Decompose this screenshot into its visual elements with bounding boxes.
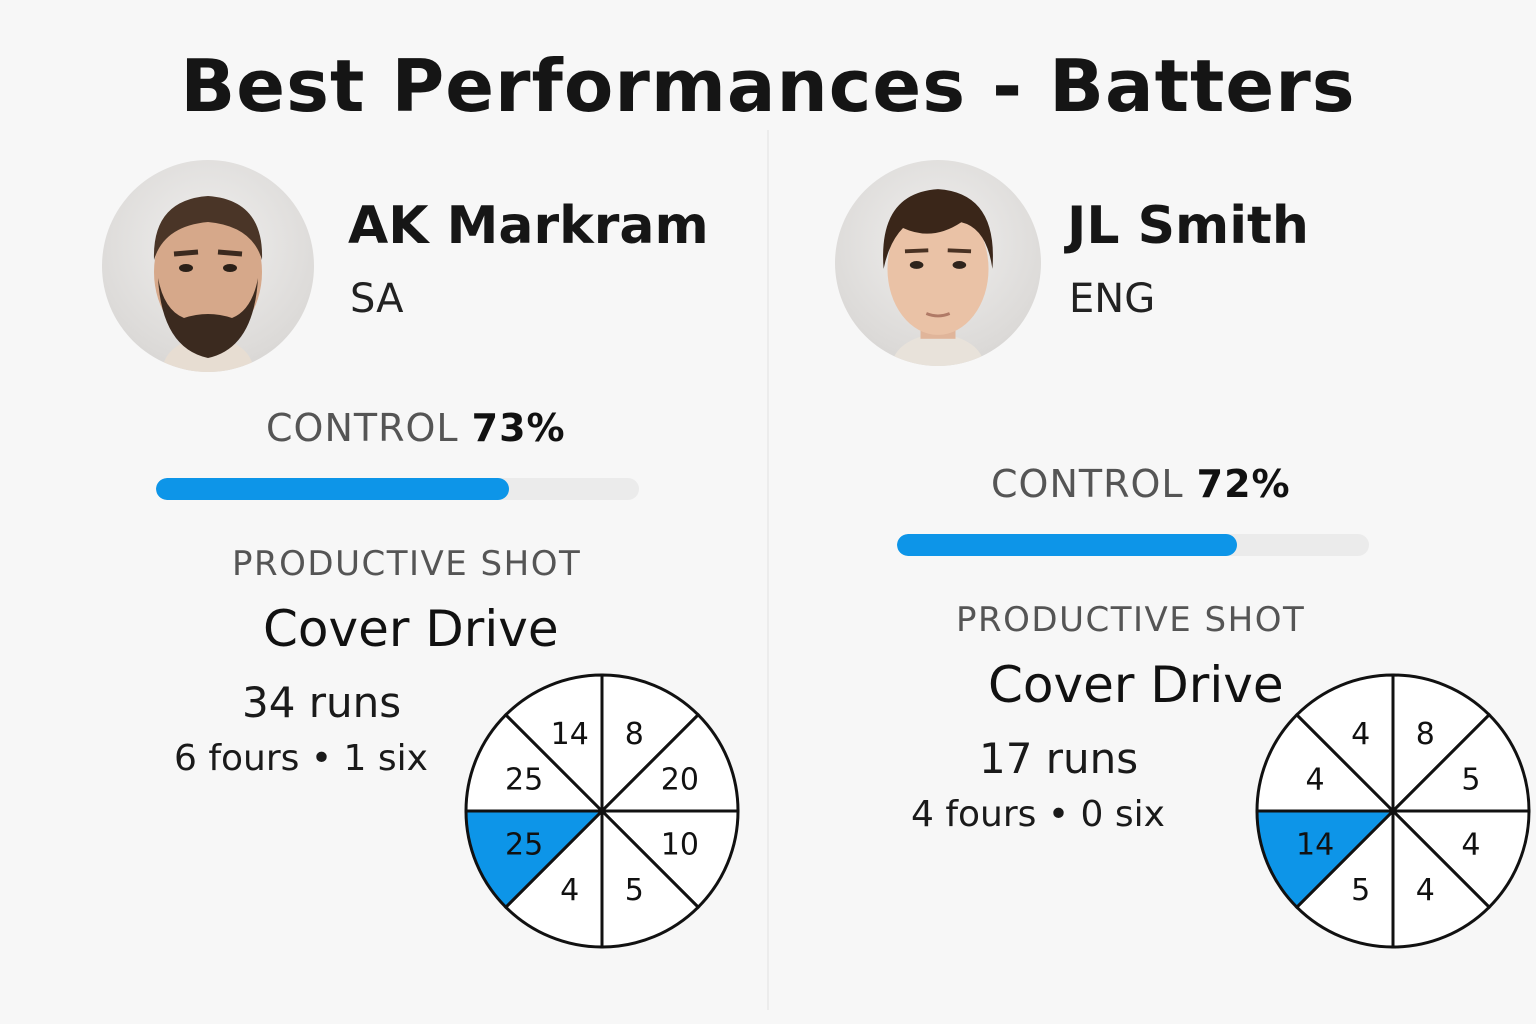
- avatar: [835, 160, 1041, 366]
- wheel-sector: [1391, 807, 1492, 949]
- control-progress-fill: [156, 478, 509, 500]
- wheel-sector: [1294, 807, 1395, 949]
- player-team: ENG: [1069, 276, 1156, 322]
- player-card-markram: AK Markram SA CONTROL 73% PRODUCTIVE SHO…: [0, 0, 767, 1024]
- wheel-sector: [503, 673, 604, 815]
- shot-runs: 17 runs: [979, 734, 1139, 783]
- productive-shot-name: Cover Drive: [263, 600, 559, 658]
- player-name: JL Smith: [1067, 196, 1309, 256]
- wheel-sector: [503, 807, 604, 949]
- wheel-sector-value: 25: [505, 763, 543, 798]
- shot-runs: 34 runs: [242, 678, 402, 727]
- wheel-sector-value: 14: [1296, 827, 1334, 862]
- productive-shot-label: PRODUCTIVE SHOT: [956, 600, 1306, 640]
- wheel-sector-value: 5: [625, 873, 644, 908]
- shot-boundaries: 4 fours • 0 six: [911, 794, 1165, 835]
- wheel-sector-value: 4: [1351, 717, 1370, 752]
- wheel-sector: [600, 673, 701, 815]
- player-name: AK Markram: [348, 196, 709, 256]
- wheel-sector: [1294, 673, 1395, 815]
- player-photo-icon: [883, 189, 993, 366]
- wheel-sector-value: 8: [1416, 717, 1435, 752]
- control-label: CONTROL: [991, 462, 1184, 506]
- page-title: Best Performances - Batters: [180, 44, 1356, 128]
- wheel-sector: [600, 807, 701, 949]
- control-value: 72%: [1196, 462, 1291, 506]
- wheel-sector-value: 5: [1351, 873, 1370, 908]
- wheel-sector: [1391, 673, 1492, 815]
- productive-shot-name: Cover Drive: [988, 656, 1284, 714]
- wheel-sector-value: 4: [1461, 827, 1480, 862]
- control-stat: CONTROL 72%: [991, 462, 1291, 506]
- control-value: 73%: [471, 406, 566, 450]
- control-progress-bar: [897, 534, 1369, 556]
- shot-boundaries: 6 fours • 1 six: [174, 738, 428, 779]
- wheel-sector: [598, 712, 740, 813]
- control-progress-fill: [897, 534, 1237, 556]
- wheel-sector-value: 5: [1461, 763, 1480, 798]
- productive-shot-label: PRODUCTIVE SHOT: [232, 544, 582, 584]
- panel-divider: [767, 130, 769, 1010]
- wheel-sector-value: 4: [1306, 763, 1325, 798]
- control-stat: CONTROL 73%: [266, 406, 566, 450]
- wheel-sector-value: 20: [661, 763, 699, 798]
- wheel-sector: [598, 809, 740, 910]
- wheel-sector: [464, 809, 606, 910]
- wheel-sector-value: 8: [625, 717, 644, 752]
- wheel-sector: [1255, 809, 1397, 910]
- wheel-sector: [1389, 712, 1531, 813]
- wheel-sector-value: 4: [1416, 873, 1435, 908]
- wheel-sector: [1389, 809, 1531, 910]
- control-progress-bar: [156, 478, 639, 500]
- wheel-sector-value: 4: [560, 873, 579, 908]
- wheel-sector-value: 25: [505, 827, 543, 862]
- wheel-sector: [464, 712, 606, 813]
- player-card-smith: JL Smith ENG CONTROL 72% PRODUCTIVE SHOT…: [769, 0, 1536, 1024]
- wheel-sector: [1255, 712, 1397, 813]
- player-team: SA: [350, 276, 404, 322]
- control-label: CONTROL: [266, 406, 459, 450]
- wheel-sector-value: 10: [661, 827, 699, 862]
- wheel-sector-value: 14: [551, 717, 589, 752]
- player-photo-icon: [153, 196, 263, 372]
- avatar: [102, 160, 314, 372]
